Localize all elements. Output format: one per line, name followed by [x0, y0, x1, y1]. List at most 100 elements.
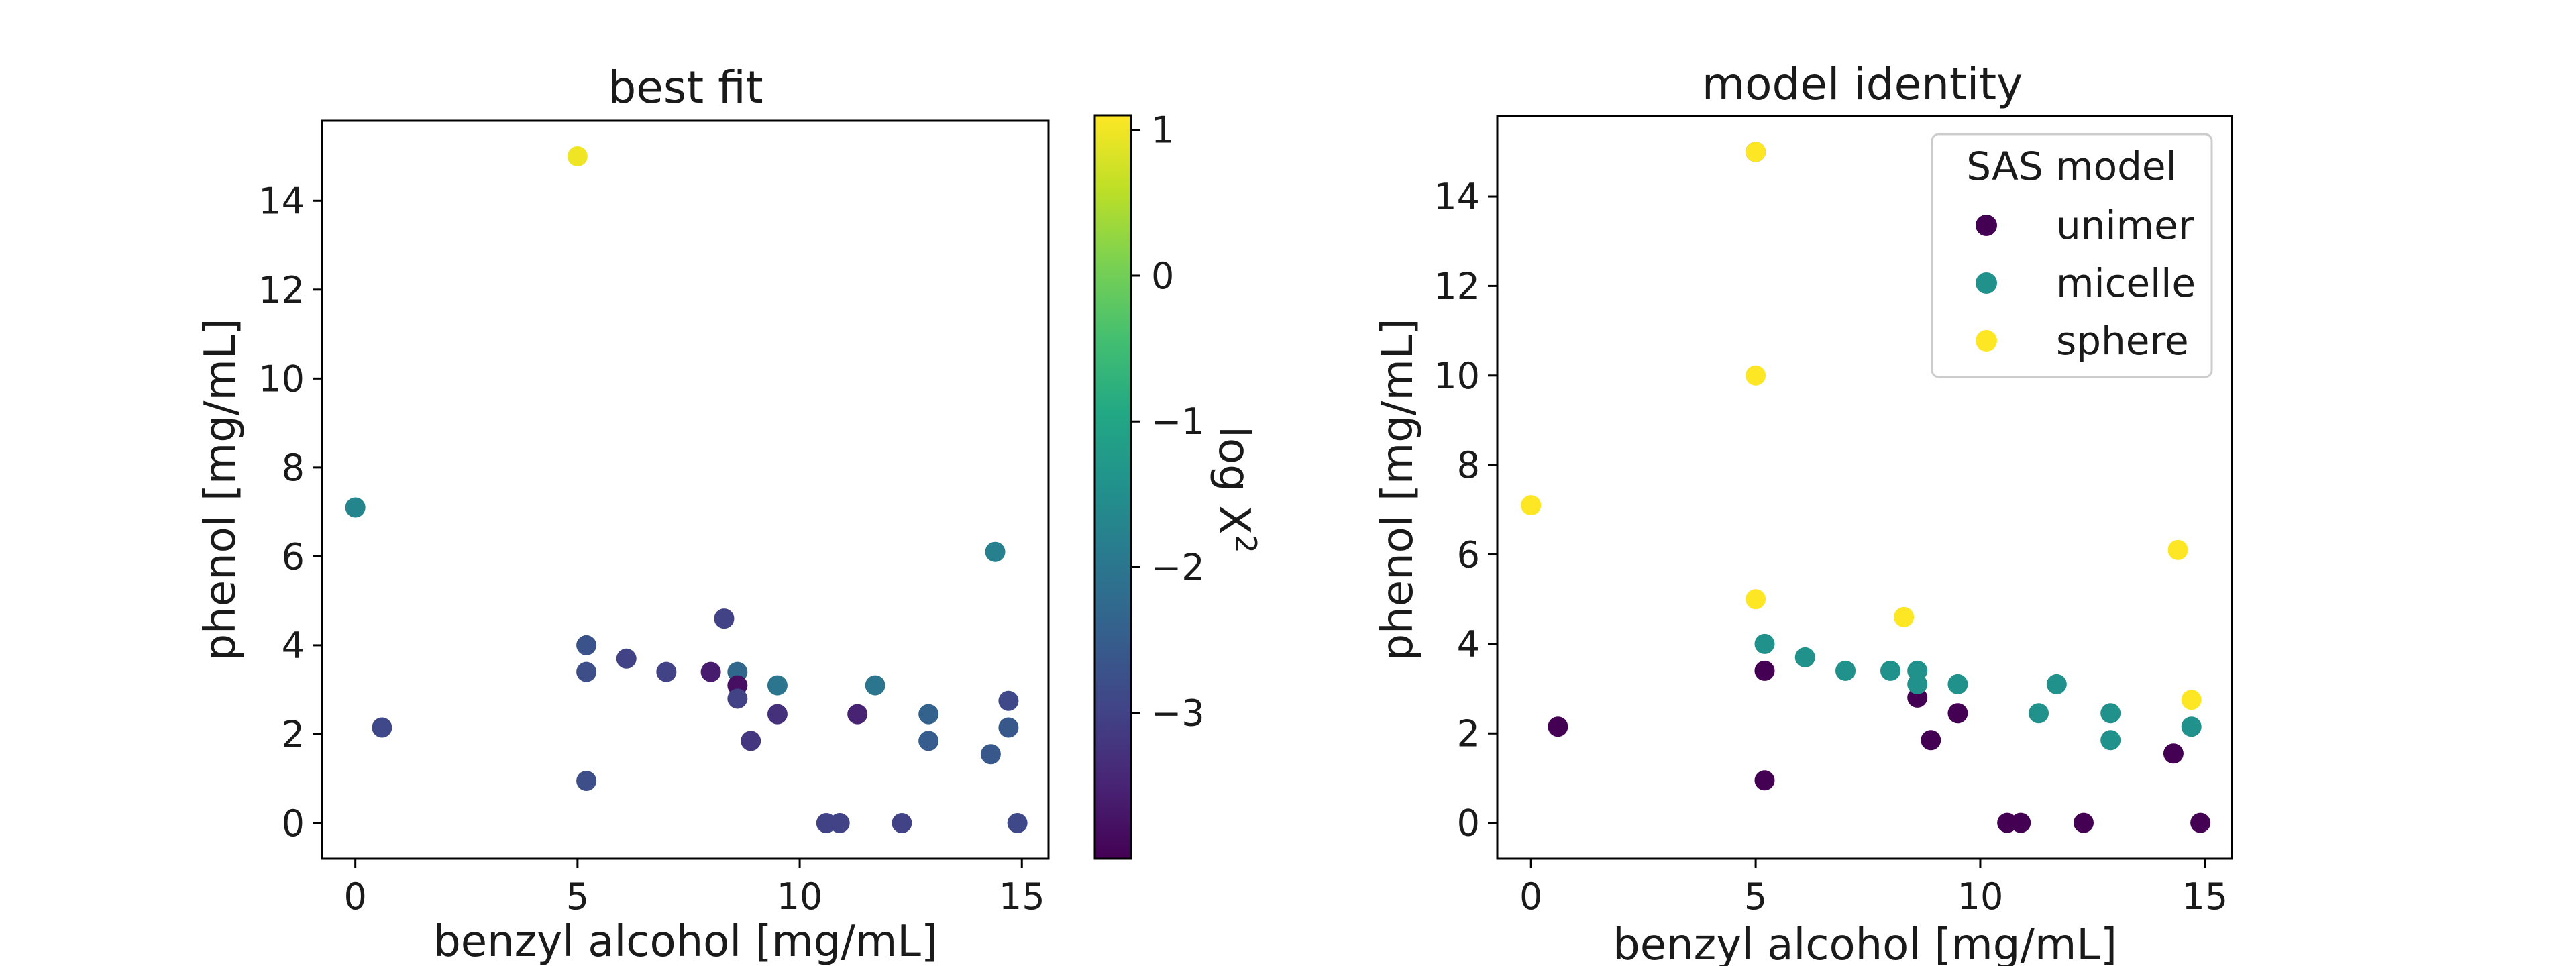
legend-label-sphere: sphere	[2056, 318, 2189, 364]
x-tick-label: 10	[777, 875, 823, 918]
data-point	[847, 704, 868, 724]
legend-label-unimer: unimer	[2056, 203, 2194, 248]
chart-title: model identity	[1702, 58, 2023, 110]
y-tick-label: 2	[282, 713, 305, 755]
x-tick-label: 15	[999, 875, 1045, 918]
chart-title: best fit	[608, 62, 763, 113]
y-tick-label: 8	[282, 447, 305, 489]
data-point	[567, 146, 588, 167]
data-point	[865, 675, 885, 696]
data-point	[576, 771, 597, 792]
data-point-unimer	[2190, 812, 2211, 833]
data-point	[1007, 812, 1028, 833]
y-tick-label: 6	[282, 535, 305, 578]
data-point	[576, 661, 597, 682]
colorbar-tick-label: 1	[1151, 109, 1174, 152]
colorbar: 1 0 −1 −2 −3 log X2	[1093, 109, 1263, 860]
x-axis-label: benzyl alcohol [mg/mL]	[1613, 920, 2117, 966]
colorbar-tick-label: −2	[1151, 546, 1205, 588]
data-point-micelle	[2181, 716, 2202, 737]
legend-entry-unimer: unimer	[1976, 203, 2194, 248]
data-point-micelle	[1907, 674, 1928, 694]
axes-frame	[1496, 115, 2233, 860]
legend-box	[1931, 133, 2213, 378]
data-point	[741, 731, 761, 751]
data-point	[829, 812, 850, 833]
best-fit-chart: best fit 0 5 10 15 0 2 4 6 8 10 12 14 benzyl alcoh…	[196, 62, 1050, 966]
data-point	[985, 541, 1006, 562]
data-point-unimer	[1754, 770, 1775, 791]
data-point-unimer	[1548, 716, 1568, 737]
legend-marker-micelle	[1976, 272, 1997, 294]
data-point-micelle	[1794, 647, 1815, 667]
colorbar-ticks: 1 0 −1 −2 −3	[1131, 109, 1205, 735]
colorbar-tick-label: 0	[1151, 255, 1174, 297]
data-point	[918, 704, 939, 724]
x-tick-label: 0	[343, 875, 366, 918]
legend-entry-sphere: sphere	[1976, 318, 2189, 364]
y-tick-label: 12	[1434, 265, 1480, 307]
data-point-micelle	[2100, 730, 2121, 751]
legend-title: SAS model	[1966, 144, 2176, 189]
data-point	[767, 675, 788, 696]
y-tick-label: 4	[282, 625, 305, 667]
x-axis-label: benzyl alcohol [mg/mL]	[433, 917, 938, 966]
data-point	[998, 717, 1019, 738]
x-tick-label: 5	[566, 875, 589, 918]
x-tick-label: 5	[1744, 875, 1767, 918]
data-point	[892, 812, 912, 833]
data-point-sphere	[1746, 365, 1766, 386]
y-axis-label: phenol [mg/mL]	[1373, 319, 1423, 661]
colorbar-label: log X2	[1209, 426, 1263, 553]
legend-entry-micelle: micelle	[1976, 260, 2196, 306]
data-point	[918, 731, 939, 751]
data-point-sphere	[1521, 495, 1542, 516]
y-tick-label: 6	[1457, 534, 1480, 576]
x-tick-label: 0	[1519, 875, 1542, 918]
legend-marker-unimer	[1976, 215, 1997, 236]
y-tick-label: 4	[1457, 623, 1480, 665]
data-point	[576, 635, 597, 655]
data-point-micelle	[1754, 633, 1775, 654]
data-point	[767, 704, 788, 724]
data-point	[616, 648, 637, 669]
y-tick-label: 12	[258, 269, 305, 311]
y-axis-ticks: 0 2 4 6 8 10 12 14	[258, 180, 322, 845]
colorbar-label-superscript: 2	[1228, 535, 1263, 553]
y-tick-label: 8	[1457, 444, 1480, 486]
y-tick-label: 0	[282, 802, 305, 845]
y-tick-label: 14	[258, 180, 305, 222]
y-tick-label: 10	[1434, 355, 1480, 397]
data-point-sphere	[1894, 606, 1915, 627]
y-axis-label: phenol [mg/mL]	[196, 319, 246, 661]
y-tick-label: 2	[1457, 712, 1480, 755]
data-point-unimer	[2163, 743, 2184, 764]
colorbar-tick-label: −1	[1151, 400, 1205, 443]
data-point-micelle	[2100, 703, 2121, 724]
data-point-unimer	[2010, 812, 2031, 833]
data-point	[700, 661, 721, 682]
data-point-micelle	[1880, 660, 1901, 681]
data-point	[345, 497, 366, 518]
legend: SAS model unimer micelle sphere	[1931, 133, 2213, 378]
data-point-sphere	[2167, 539, 2188, 560]
data-point-micelle	[2046, 674, 2067, 694]
data-point	[656, 661, 677, 682]
plot-area	[1521, 142, 2211, 833]
data-point-unimer	[2073, 812, 2094, 833]
colorbar-tick-label: −3	[1151, 692, 1205, 735]
data-point-sphere	[2181, 690, 2202, 710]
plot-area	[345, 146, 1028, 833]
data-point-unimer	[1754, 660, 1775, 681]
x-tick-label: 15	[2182, 875, 2228, 918]
model-identity-chart: model identity 0 5 10 15 0 2 4 6 8 10 12 14 benzyl…	[1373, 58, 2233, 966]
x-axis-ticks: 0 5 10 15	[343, 859, 1045, 918]
data-point-unimer	[1947, 703, 1968, 724]
y-tick-label: 10	[258, 358, 305, 400]
data-point-micelle	[1947, 674, 1968, 694]
legend-marker-sphere	[1976, 330, 1997, 352]
data-point	[372, 717, 392, 738]
data-point	[727, 688, 748, 709]
data-point-micelle	[2029, 703, 2049, 724]
